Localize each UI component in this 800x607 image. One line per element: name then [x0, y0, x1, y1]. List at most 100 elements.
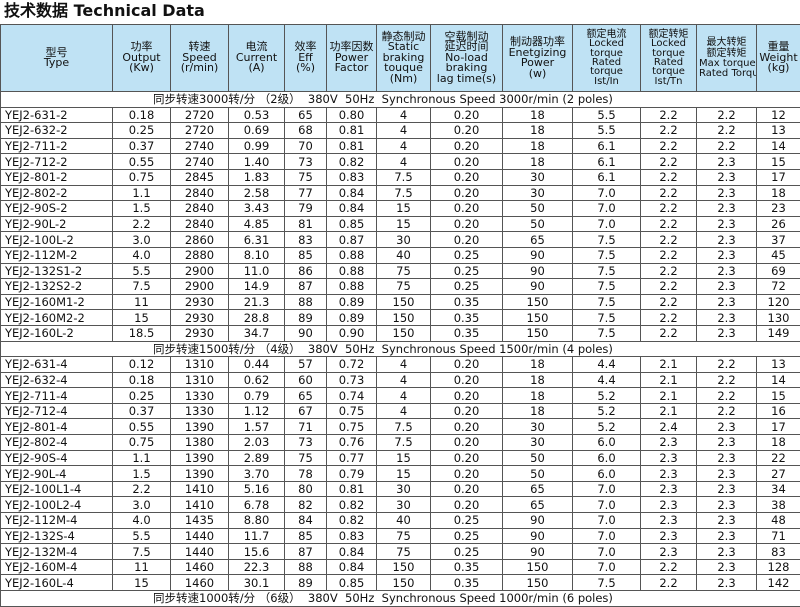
value-cell: 1460: [170, 558, 229, 576]
value-cell: 2.2: [112, 480, 171, 498]
value-cell: 2845: [170, 168, 229, 186]
value-cell: 50: [502, 449, 573, 467]
value-cell: 0.35: [430, 574, 503, 591]
value-cell: 15.6: [228, 543, 285, 560]
value-cell: 7.5: [376, 434, 431, 451]
section-label: 同步转速1000转/分 （6级） 380V 50Hz Synchronous S…: [0, 590, 800, 607]
value-cell: 5.2: [572, 387, 641, 404]
value-cell: 17: [756, 418, 800, 436]
section-label: 同步转速1500转/分 （4级） 380V 50Hz Synchronous S…: [0, 340, 800, 358]
value-cell: 0.88: [326, 278, 377, 295]
value-cell: 26: [756, 215, 800, 233]
value-cell: 2.2: [640, 200, 697, 217]
value-cell: 4: [376, 387, 431, 404]
header-text: Output: [122, 50, 161, 64]
value-cell: 1330: [170, 402, 229, 420]
value-cell: 6.1: [572, 137, 641, 155]
value-cell: 7.5: [376, 168, 431, 186]
value-cell: 2.2: [696, 106, 757, 124]
value-cell: 67: [284, 402, 327, 420]
value-cell: 83: [756, 543, 800, 560]
header-text: Rated: [653, 57, 684, 68]
value-cell: 0.20: [430, 231, 503, 248]
value-cell: 1330: [170, 387, 229, 404]
header-cell: 静态制动 Static braking touque (Nm): [376, 24, 431, 92]
value-cell: 1.5: [112, 200, 171, 217]
value-cell: 0.87: [326, 231, 377, 248]
value-cell: 2.1: [640, 387, 697, 404]
header-cell: 额定电流 Locked torque Rated torque Ist/In: [572, 24, 641, 92]
value-cell: 2900: [170, 262, 229, 280]
value-cell: 30.1: [228, 574, 285, 591]
header-text: Type: [43, 56, 70, 69]
value-cell: 7.5: [112, 543, 171, 560]
value-cell: 2.3: [696, 293, 757, 311]
data-row: YEJ2-90S-4 1.1 1390 2.89 75 0.77 15 0.20 50 6.0 2.…: [0, 449, 800, 467]
value-cell: 11.0: [228, 262, 285, 280]
value-cell: 0.20: [430, 122, 503, 139]
value-cell: 0.77: [326, 449, 377, 467]
model-cell: YEJ2-711-2: [0, 137, 113, 155]
value-cell: 15: [112, 574, 171, 591]
value-cell: 2860: [170, 231, 229, 248]
data-row: YEJ2-132M-4 7.5 1440 15.6 87 0.84 75 0.25 90 7.0 2…: [0, 543, 800, 560]
value-cell: 2.3: [640, 512, 697, 529]
data-row: YEJ2-132S1-2 5.5 2900 11.0 86 0.88 75 0.25 90 7.5…: [0, 262, 800, 280]
value-cell: 15: [376, 200, 431, 217]
value-cell: 50: [502, 200, 573, 217]
value-cell: 2.2: [640, 278, 697, 295]
value-cell: 73: [284, 153, 327, 170]
header-text: 电流: [245, 40, 268, 54]
value-cell: 3.70: [228, 465, 285, 482]
value-cell: 5.5: [112, 262, 171, 280]
value-cell: 2.3: [696, 496, 757, 514]
value-cell: 0.75: [326, 418, 377, 436]
value-cell: 2.2: [640, 122, 697, 139]
value-cell: 75: [376, 527, 431, 545]
value-cell: 7.5: [112, 278, 171, 295]
value-cell: 14: [756, 371, 800, 389]
value-cell: 7.5: [572, 574, 641, 591]
value-cell: 0.35: [430, 293, 503, 311]
value-cell: 50: [502, 465, 573, 482]
header-text: torque: [590, 66, 623, 78]
data-row: YEJ2-132S2-2 7.5 2900 14.9 87 0.88 75 0.25 90 7.5…: [0, 278, 800, 295]
value-cell: 2.3: [696, 153, 757, 170]
value-cell: 2.1: [640, 402, 697, 420]
value-cell: 130: [756, 309, 800, 326]
value-cell: 0.83: [326, 168, 377, 186]
header-text: lag time(s): [436, 71, 497, 85]
value-cell: 0.37: [112, 137, 171, 155]
value-cell: 3.0: [112, 231, 171, 248]
value-cell: 5.5: [112, 527, 171, 545]
value-cell: 86: [284, 262, 327, 280]
model-cell: YEJ2-90S-2: [0, 200, 113, 217]
header-cell: 型号 Type: [0, 24, 113, 92]
value-cell: 2.2: [696, 371, 757, 389]
value-cell: 5.5: [572, 106, 641, 124]
value-cell: 27: [756, 465, 800, 482]
value-cell: 0.37: [112, 402, 171, 420]
value-cell: 150: [376, 309, 431, 326]
value-cell: 2.2: [640, 137, 697, 155]
value-cell: 1410: [170, 480, 229, 498]
value-cell: 2840: [170, 184, 229, 202]
header-cell: 额定转矩 Locked torque Rated torque Ist/Tn: [640, 24, 697, 92]
value-cell: 65: [502, 231, 573, 248]
value-cell: 77: [284, 184, 327, 202]
value-cell: 4: [376, 153, 431, 170]
value-cell: 2.2: [640, 246, 697, 264]
header-cell: 效率 Eff (%): [284, 24, 327, 92]
value-cell: 0.20: [430, 449, 503, 467]
value-cell: 0.85: [326, 574, 377, 591]
value-cell: 34.7: [228, 324, 285, 342]
section-label: 同步转速3000转/分 （2级） 380V 50Hz Synchronous S…: [0, 91, 800, 108]
value-cell: 0.80: [326, 106, 377, 124]
data-row: YEJ2-631-4 0.12 1310 0.44 57 0.72 4 0.20 18 4.4 2.…: [0, 356, 800, 373]
value-cell: 0.75: [326, 402, 377, 420]
data-table: 型号 Type 功率 Output (Kw) 转速 Speed (r/min) 电流 Curren…: [0, 24, 800, 607]
value-cell: 2.3: [696, 168, 757, 186]
header-text: Locked: [651, 38, 686, 50]
